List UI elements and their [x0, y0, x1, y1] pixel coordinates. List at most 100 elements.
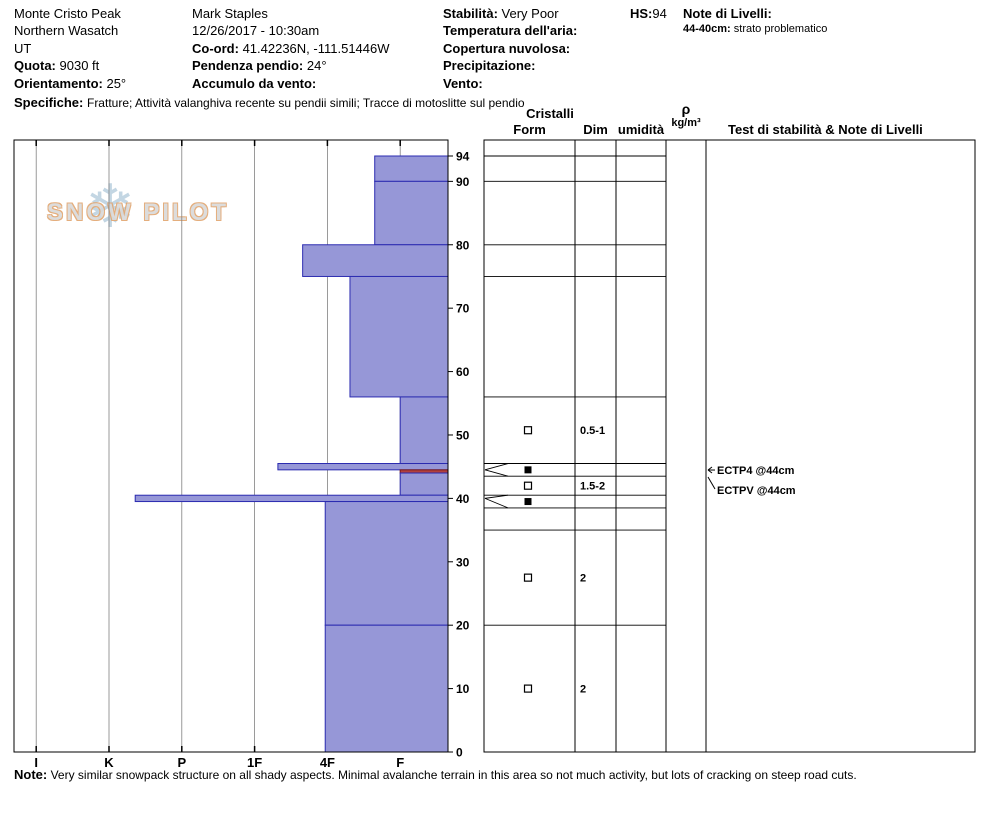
hs-label: HS:: [630, 6, 653, 21]
observation-datetime: 12/26/2017 - 10:30am: [192, 23, 320, 39]
crystal-open-square-icon: [523, 426, 533, 435]
profile-plot-border: [13, 139, 449, 753]
hs-value: 94: [652, 6, 667, 21]
air-temp-row: Temperatura dell'aria:: [443, 22, 577, 39]
stability-label: Stabilità:: [443, 6, 498, 21]
elevation-value: 9030 ft: [59, 58, 100, 74]
layer-bar: [134, 494, 449, 503]
thin-layer-wedge-line: [484, 494, 509, 499]
stability-value: Very Poor: [501, 6, 559, 21]
sky-label: Copertura nuvolosa:: [443, 40, 571, 56]
aspect-label: Orientamento:: [14, 75, 103, 91]
crystal-open-square-icon: [523, 684, 533, 693]
test-arrow: [707, 476, 716, 490]
depth-label: 40: [456, 492, 470, 506]
precip-label: Precipitazione:: [443, 58, 536, 74]
thin-layer-wedge-line: [484, 497, 509, 509]
crystal-dim-value: 2: [580, 684, 586, 696]
aspect-value: 25°: [106, 75, 127, 91]
test-arrow: [707, 469, 713, 474]
thin-layer-wedge-line: [484, 463, 509, 471]
wind-loading-row: Accumulo da vento:: [192, 75, 390, 92]
form-header: Form: [513, 122, 546, 137]
test-arrow: [707, 466, 713, 471]
layer-bar: [374, 155, 449, 182]
site-info-block: Monte Cristo Peak Northern Wasatch UT Qu…: [14, 5, 126, 92]
hs-block: HS:94: [630, 5, 667, 22]
depth-label: 50: [456, 428, 470, 442]
watermark-text: SNOW PILOT: [47, 199, 229, 226]
elevation-row: Quota: 9030 ft: [14, 57, 126, 74]
hardness-label: 1F: [247, 755, 262, 770]
stability-row: Stabilità: Very Poor: [443, 5, 577, 22]
hardness-label: F: [396, 755, 404, 770]
conditions-info-block: Stabilità: Very Poor Temperatura dell'ar…: [443, 5, 577, 92]
slope-value: 24°: [306, 58, 327, 74]
crystal-open-square-icon: [523, 573, 533, 582]
layer-bar: [399, 472, 449, 496]
layer-bar: [277, 463, 449, 471]
site-region: Northern Wasatch: [14, 23, 119, 39]
site-name: Monte Cristo Peak: [14, 6, 121, 21]
footer-note: Note: Very similar snowpack structure on…: [14, 767, 857, 782]
layer-bar: [399, 396, 449, 465]
crystal-dim-value: 2: [580, 573, 586, 585]
depth-label: 0: [456, 746, 463, 760]
coords-value: 41.42236N, -111.51446W: [242, 40, 390, 56]
slope-row: Pendenza pendio: 24°: [192, 57, 390, 74]
layer-bar: [324, 501, 449, 626]
coords-label: Co-ord:: [192, 40, 239, 56]
crystal-filled-square-icon: [524, 466, 532, 474]
test-result-label: ECTPV @44cm: [717, 485, 796, 497]
depth-label: 20: [456, 619, 470, 633]
layer-bar: [302, 244, 449, 277]
depth-label: 10: [456, 682, 470, 696]
slope-label: Pendenza pendio:: [192, 58, 304, 74]
specifics-row: Specifiche: Fratture; Attività valanghiv…: [14, 94, 525, 112]
crystal-dim-value: 0.5-1: [580, 425, 605, 437]
air-temp-label: Temperatura dell'aria:: [443, 23, 578, 39]
depth-label: 70: [456, 302, 470, 316]
crystal-open-square-icon: [523, 481, 533, 490]
sky-row: Copertura nuvolosa:: [443, 40, 577, 57]
crystal-dim-value: 1.5-2: [580, 481, 605, 493]
specifics-label: Specifiche:: [14, 95, 84, 110]
hardness-label: P: [177, 755, 186, 770]
crystal-filled-square-icon: [524, 498, 532, 506]
depth-label: 30: [456, 555, 470, 569]
wind-row: Vento:: [443, 75, 577, 92]
wind-loading-label: Accumulo da vento:: [192, 75, 317, 91]
layer-bar: [324, 624, 449, 753]
layer-note-depth: 44-40cm:: [683, 23, 731, 36]
specifics-text: Fratture; Attività valanghiva recente su…: [86, 96, 525, 110]
coords-row: Co-ord: 41.42236N, -111.51446W: [192, 40, 390, 57]
layer-note-entry: 44-40cm: strato problematico: [683, 22, 827, 37]
depth-label: 60: [456, 365, 470, 379]
layer-note-text: strato problematico: [733, 23, 828, 36]
layer-notes-title: Note di Livelli:: [683, 6, 772, 21]
density-units-header: kg/m³: [671, 117, 701, 129]
depth-label: 90: [456, 175, 470, 189]
dim-header: Dim: [583, 122, 608, 137]
precip-row: Precipitazione:: [443, 57, 577, 74]
hardness-label: K: [104, 755, 114, 770]
footer-note-label: Note:: [14, 767, 48, 782]
thin-layer-wedge-line: [484, 469, 509, 477]
crystal-table-border: [483, 139, 976, 753]
layer-notes-block: Note di Livelli: 44-40cm: strato problem…: [683, 5, 827, 37]
depth-label: 80: [456, 238, 470, 252]
observation-info-block: Mark Staples 12/26/2017 - 10:30am Co-ord…: [192, 5, 390, 92]
hardness-label: I: [34, 755, 38, 770]
depth-label: 94: [456, 150, 470, 164]
aspect-row: Orientamento: 25°: [14, 75, 126, 92]
layer-bar: [349, 275, 449, 398]
site-state: UT: [14, 40, 32, 56]
wind-label: Vento:: [443, 75, 483, 91]
density-symbol-header: ρ: [681, 101, 691, 117]
layer-bar: [374, 180, 449, 246]
snowflake-icon: ❄: [85, 173, 136, 240]
humidity-header: umidità: [617, 122, 665, 137]
footer-note-text: Very similar snowpack structure on all s…: [50, 768, 857, 782]
